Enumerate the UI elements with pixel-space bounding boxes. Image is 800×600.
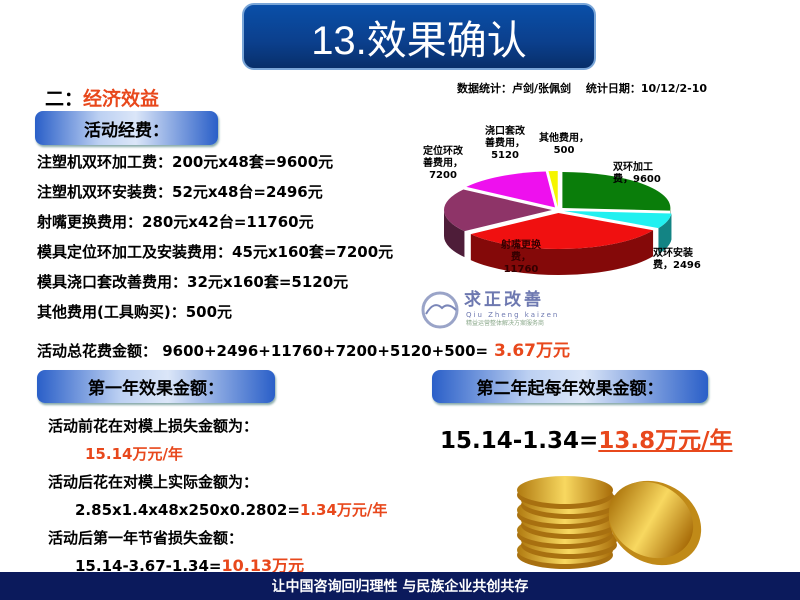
saving-value: 10.13万元	[221, 556, 305, 575]
footer-slogan: 让中国咨询回归理性 与民族企业共创共存	[0, 572, 800, 600]
section-prefix: 二：	[45, 88, 84, 110]
subsequent-value: 13.8万元/年	[598, 428, 733, 454]
saving-formula: 15.14-3.67-1.34=	[75, 557, 222, 575]
after-formula: 2.85x1.4x48x250x0.2802=	[75, 501, 300, 519]
saving-label: 活动后第一年节省损失金额：	[48, 529, 244, 547]
logo-tagline: 精益运营整体解决方案服务商	[466, 320, 545, 327]
after-formula-line: 2.85x1.4x48x250x0.2802=1.34万元/年	[75, 499, 387, 520]
cost-item: 其他费用(工具购买)：500元	[37, 303, 233, 321]
pie-slice-双环安装费	[563, 210, 672, 229]
first-year-heading: 第一年效果金额：	[37, 370, 275, 403]
before-label: 活动前花在对模上损失金额为：	[48, 417, 259, 435]
after-label: 活动后花在对模上实际金额为：	[48, 473, 259, 491]
logo-pinyin: Qiu Zheng kaizen	[466, 311, 560, 319]
pie-label-dingwei: 定位环改善费用，7200	[423, 146, 463, 181]
coin	[517, 476, 613, 504]
cost-item: 注塑机双环加工费：200元x48套=9600元	[37, 153, 334, 171]
total-value: 3.67万元	[488, 341, 570, 361]
section-name: 经济效益	[83, 88, 160, 110]
pie-label-jiagong: 双环加工费，9600	[613, 162, 661, 185]
saving-line: 15.14-3.67-1.34=10.13万元	[75, 552, 304, 576]
logo-name: 求正改善	[464, 290, 544, 310]
slide-title: 13.效果确认	[242, 3, 596, 70]
section-heading: 二：经济效益	[45, 84, 159, 111]
pie-slice-射嘴更换费	[470, 212, 654, 249]
pie-side-射嘴更换费	[470, 230, 654, 275]
pie-slice-双环加工费	[562, 171, 671, 211]
subsequent-formula: 15.14-1.34=	[440, 428, 599, 454]
pie-slice-定位环改善费用	[444, 189, 553, 232]
subsequent-heading: 第二年起每年效果金额：	[432, 370, 708, 403]
gold-coins-image	[517, 476, 702, 569]
cost-item: 模具定位环加工及安装费用：45元x160套=7200元	[37, 243, 394, 261]
pie-svg	[444, 171, 672, 275]
pie-slice-其他费用	[548, 171, 558, 208]
cost-pie-chart: 定位环改善费用，7200 浇口套改善费用，5120 其他费用，500 双环加工费…	[420, 120, 720, 285]
pie-slice-浇口套改善费用	[466, 171, 555, 208]
after-value: 1.34万元/年	[299, 501, 388, 519]
total-cost: 活动总花费金额： 9600+2496+11760+7200+5120+500= …	[37, 336, 570, 361]
costs-heading: 活动经费：	[35, 111, 218, 145]
logo-emblem-icon	[421, 291, 459, 329]
pie-side-定位环改善费用	[444, 210, 465, 258]
cost-item: 模具浇口套改善费用：32元x160套=5120元	[37, 273, 349, 291]
before-value: 15.14万元/年	[85, 445, 183, 463]
total-label: 活动总花费金额： 9600+2496+11760+7200+5120+500=	[37, 342, 489, 360]
cost-item: 注塑机双环安装费：52元x48台=2496元	[37, 183, 323, 201]
cost-item: 射嘴更换费用：280元x42台=11760元	[37, 213, 314, 231]
pie-label-anzhuang: 双环安装费，2496	[653, 248, 701, 271]
pie-label-other: 其他费用，500	[539, 133, 589, 156]
pie-label-jiaokou: 浇口套改善费用，5120	[485, 126, 525, 161]
pie-label-shezui: 射嘴更换费，11760	[501, 240, 541, 275]
subsequent-formula-line: 15.14-1.34=13.8万元/年	[440, 421, 732, 455]
company-logo: 求正改善 Qiu Zheng kaizen 精益运营整体解决方案服务商	[420, 290, 570, 332]
pie-side-双环安装费	[658, 213, 672, 255]
stats-line: 数据统计：卢剑/张佩剑 统计日期：10/12/2-10	[457, 82, 708, 95]
